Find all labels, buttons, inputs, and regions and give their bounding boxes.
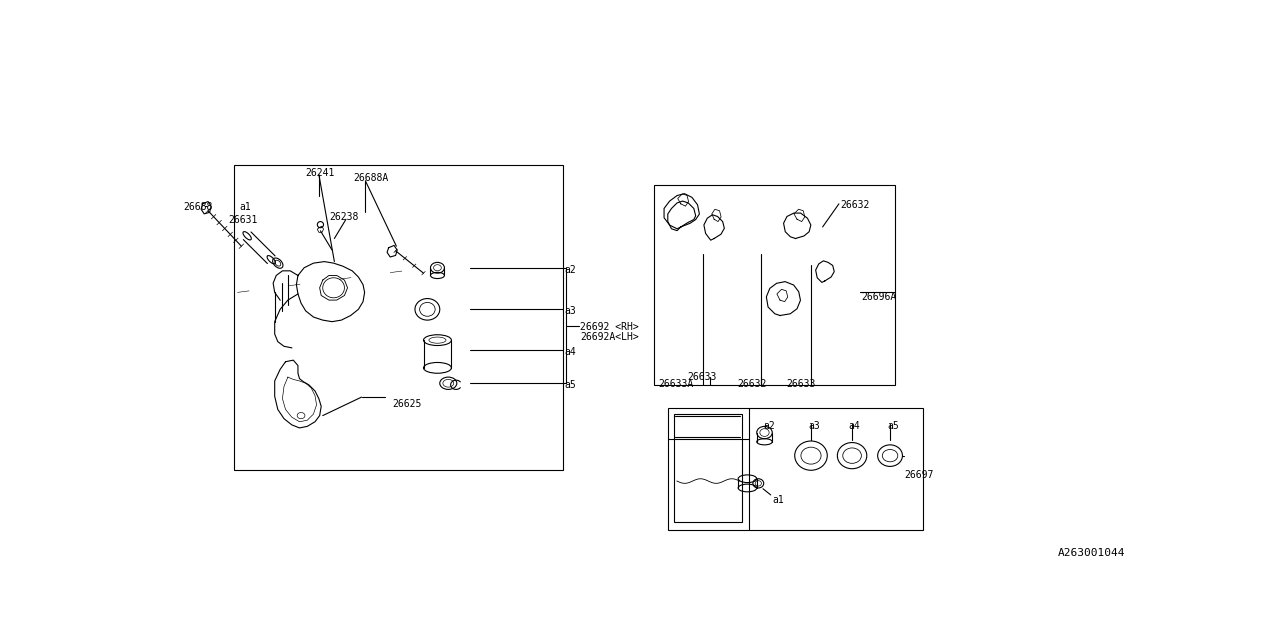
- Text: a2: a2: [564, 265, 576, 275]
- Text: 26697: 26697: [904, 470, 933, 479]
- Text: a1: a1: [239, 202, 251, 212]
- Text: 26241: 26241: [306, 168, 335, 178]
- Bar: [668, 408, 923, 529]
- Text: 26632: 26632: [841, 200, 870, 210]
- Text: 26692 <RH>: 26692 <RH>: [580, 323, 639, 332]
- Text: 26238: 26238: [329, 212, 358, 221]
- Text: a5: a5: [887, 421, 899, 431]
- Text: a4: a4: [849, 421, 860, 431]
- Text: a1: a1: [772, 495, 783, 505]
- Text: 26633: 26633: [687, 372, 717, 381]
- Text: a5: a5: [564, 380, 576, 390]
- Text: A263001044: A263001044: [1057, 548, 1125, 558]
- Text: 26632: 26632: [737, 380, 767, 389]
- Text: 26631: 26631: [228, 216, 257, 225]
- Text: a4: a4: [564, 347, 576, 357]
- Text: a3: a3: [808, 421, 819, 431]
- Text: 26692A<LH>: 26692A<LH>: [580, 332, 639, 342]
- Text: 26633: 26633: [786, 380, 815, 389]
- Text: 26625: 26625: [393, 399, 422, 409]
- Bar: [673, 414, 742, 522]
- Text: a2: a2: [763, 421, 774, 431]
- Text: 26633A: 26633A: [658, 380, 694, 389]
- Bar: [234, 165, 563, 470]
- Bar: [654, 184, 895, 385]
- Text: 26688: 26688: [183, 202, 212, 212]
- Text: 26696A: 26696A: [861, 292, 896, 302]
- Text: a3: a3: [564, 307, 576, 316]
- Text: 26688A: 26688A: [353, 173, 389, 183]
